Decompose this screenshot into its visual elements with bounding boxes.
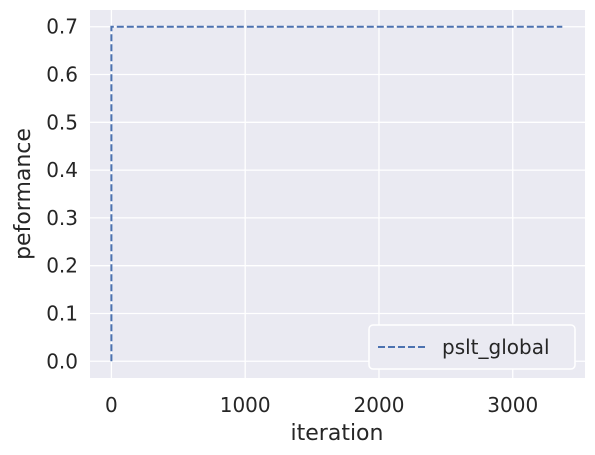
x-tick-label: 1000 — [220, 393, 271, 417]
y-tick-label: 0.5 — [46, 110, 78, 134]
x-tick-label: 2000 — [354, 393, 405, 417]
y-tick-label: 0.6 — [46, 63, 78, 87]
series-line-pslt-global — [110, 25, 563, 362]
y-tick-label: 0.0 — [46, 349, 78, 373]
legend: pslt_global — [368, 324, 576, 370]
y-axis-label: peformance — [11, 128, 36, 260]
legend-box — [368, 324, 576, 370]
series-group — [110, 25, 563, 362]
y-tick-label: 0.4 — [46, 158, 78, 182]
y-tick-labels: 0.0 0.1 0.2 0.3 0.4 0.5 0.6 0.7 — [46, 15, 78, 374]
x-tick-label: 0 — [105, 393, 118, 417]
y-tick-label: 0.3 — [46, 206, 78, 230]
y-tick-label: 0.7 — [46, 15, 78, 39]
y-tick-label: 0.2 — [46, 254, 78, 278]
legend-entry-pslt-global: pslt_global — [442, 335, 550, 359]
x-axis-label: iteration — [291, 421, 384, 446]
x-tick-label: 3000 — [487, 393, 538, 417]
y-tick-label: 0.1 — [46, 301, 78, 325]
plot-area — [90, 10, 585, 378]
x-tick-labels: 0 1000 2000 3000 — [105, 393, 538, 417]
